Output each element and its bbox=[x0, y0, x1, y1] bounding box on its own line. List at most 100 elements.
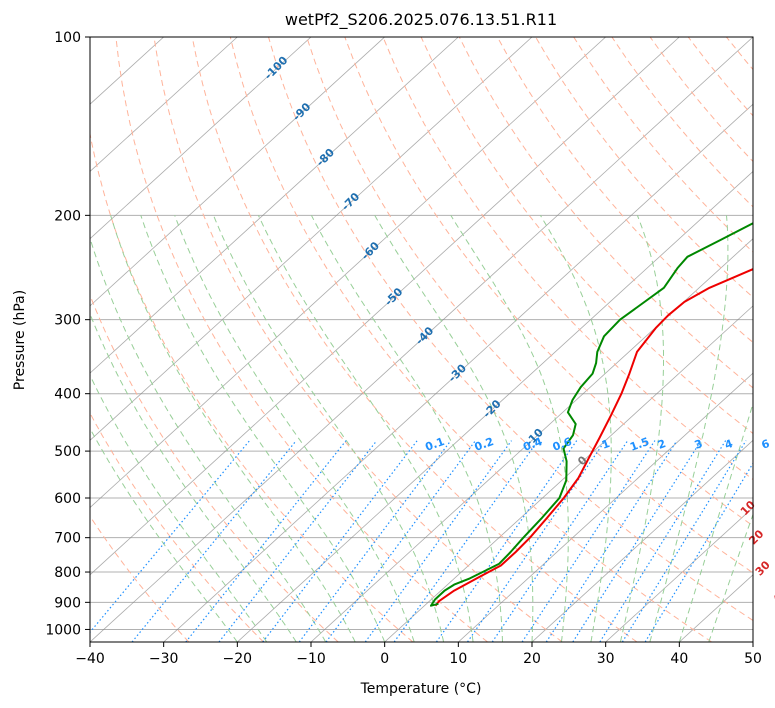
x-tick-label: 0 bbox=[380, 651, 389, 667]
moist-adiabat-label: 40 bbox=[770, 586, 775, 606]
isotherm-line bbox=[310, 238, 753, 642]
mixing-ratio-label: 1.5 bbox=[628, 435, 651, 454]
moist-adiabat-line bbox=[257, 215, 474, 642]
dry-adiabat-line bbox=[726, 37, 753, 71]
dry-adiabat-line bbox=[496, 37, 753, 344]
moist-adiabat-line bbox=[213, 215, 445, 642]
isotherm-line bbox=[752, 641, 753, 642]
y-tick-label: 100 bbox=[54, 30, 81, 46]
moist-adiabat-line bbox=[140, 215, 386, 642]
x-tick-label: 50 bbox=[744, 651, 762, 667]
moist-adiabat-line bbox=[90, 427, 238, 642]
isotherm-line bbox=[90, 37, 606, 509]
x-axis: −40 −30 −20 −10 0 10 20 30 40 50 bbox=[75, 642, 762, 667]
mixing-ratio-label: 1 bbox=[600, 437, 612, 452]
dry-adiabat-line bbox=[649, 37, 753, 163]
mixing-ratio-line bbox=[218, 440, 378, 642]
mixing-ratio-line bbox=[467, 440, 606, 642]
isotherm-line bbox=[90, 37, 753, 642]
isotherm-line bbox=[90, 37, 459, 374]
dry-adiabat-line bbox=[229, 37, 712, 642]
mixing-ratio-line bbox=[599, 440, 727, 642]
y-tick-label: 300 bbox=[54, 313, 81, 329]
moist-adiabat-label: 10 bbox=[738, 498, 758, 518]
pressure-grid bbox=[90, 37, 753, 630]
mixing-ratio-line bbox=[262, 440, 418, 642]
mixing-ratio-lines bbox=[90, 440, 753, 642]
x-axis-label: Temperature (°C) bbox=[360, 681, 482, 697]
moist-adiabat-lines bbox=[90, 215, 753, 642]
isotherm-line bbox=[605, 507, 753, 642]
y-tick-label: 400 bbox=[54, 387, 81, 403]
moist-adiabat-line bbox=[619, 215, 664, 642]
moist-adiabat-line bbox=[310, 215, 503, 642]
mixing-ratio-label: 3 bbox=[693, 437, 705, 452]
x-tick-label: 30 bbox=[597, 651, 615, 667]
dry-adiabat-line bbox=[687, 37, 753, 117]
moist-adiabat-line bbox=[174, 215, 415, 642]
moist-adiabat-line bbox=[539, 215, 612, 642]
moist-adiabat-line bbox=[90, 374, 268, 642]
mixing-ratio-line bbox=[644, 462, 753, 642]
dry-adiabat-line bbox=[344, 37, 753, 527]
y-tick-label: 1000 bbox=[45, 622, 81, 638]
moist-adiabat-label: 20 bbox=[746, 527, 766, 547]
isotherm-line bbox=[531, 439, 753, 642]
isotherm-line bbox=[90, 37, 680, 576]
mixing-ratio-line bbox=[621, 440, 747, 642]
sounding-profiles bbox=[430, 222, 753, 607]
mixing-ratio-label: 0.6 bbox=[551, 435, 574, 454]
x-tick-label: −30 bbox=[149, 651, 179, 667]
isotherm-line bbox=[90, 37, 533, 441]
isotherm-label: -100 bbox=[262, 53, 291, 82]
y-tick-label: 700 bbox=[54, 531, 81, 547]
mixing-ratio-line bbox=[545, 440, 678, 642]
moist-adiabat-line bbox=[90, 236, 327, 642]
y-axis-label: Pressure (hPa) bbox=[12, 290, 28, 390]
isotherm-line bbox=[384, 305, 753, 642]
mixing-ratio-line bbox=[572, 440, 702, 642]
y-tick-label: 500 bbox=[54, 444, 81, 460]
mixing-ratio-line bbox=[491, 440, 629, 642]
x-tick-label: −20 bbox=[223, 651, 253, 667]
mixing-ratio-line bbox=[435, 440, 578, 642]
dry-adiabat-line bbox=[611, 37, 753, 208]
isotherm-line bbox=[90, 37, 312, 240]
dry-adiabat-line bbox=[382, 37, 753, 481]
dry-adiabat-line bbox=[268, 37, 753, 622]
dry-adiabat-line bbox=[306, 37, 753, 574]
mixing-ratio-line bbox=[521, 440, 656, 642]
dry-adiabat-lines bbox=[90, 37, 753, 642]
dry-adiabat-line bbox=[535, 37, 753, 298]
mixing-ratio-line bbox=[364, 440, 513, 642]
mixing-ratio-label: 0.2 bbox=[473, 435, 496, 454]
x-tick-label: 10 bbox=[449, 651, 467, 667]
dry-adiabat-line bbox=[153, 37, 563, 642]
dry-adiabat-line bbox=[191, 37, 638, 642]
moist-adiabat-line bbox=[450, 215, 569, 642]
x-tick-label: −10 bbox=[296, 651, 326, 667]
mixing-ratio-line bbox=[185, 440, 347, 642]
chart-title: wetPf2_S206.2025.076.13.51.R11 bbox=[285, 10, 557, 30]
isotherm-lines bbox=[90, 37, 753, 642]
dry-adiabat-line bbox=[90, 131, 414, 642]
y-tick-label: 600 bbox=[54, 491, 81, 507]
mixing-ratio-label: 6 bbox=[760, 437, 772, 452]
isotherm-line bbox=[163, 103, 753, 642]
isotherm-line bbox=[237, 170, 753, 642]
mixing-ratio-label: 0.4 bbox=[521, 435, 544, 454]
isotherm-line bbox=[90, 37, 238, 172]
mixing-ratio-line bbox=[393, 440, 539, 642]
isotherm-line bbox=[90, 37, 385, 307]
dry-adiabat-line bbox=[115, 37, 488, 642]
mixing-ratio-label: 4 bbox=[723, 437, 735, 452]
y-tick-label: 800 bbox=[54, 565, 81, 581]
moist-adiabat-label: 30 bbox=[753, 558, 773, 578]
x-tick-label: 20 bbox=[523, 651, 541, 667]
dry-adiabat-line bbox=[420, 37, 753, 435]
dry-adiabat-line bbox=[90, 515, 190, 642]
mixing-ratio-label: 0.1 bbox=[423, 435, 446, 454]
x-tick-label: −40 bbox=[75, 651, 105, 667]
dewpoint-profile bbox=[430, 222, 753, 607]
